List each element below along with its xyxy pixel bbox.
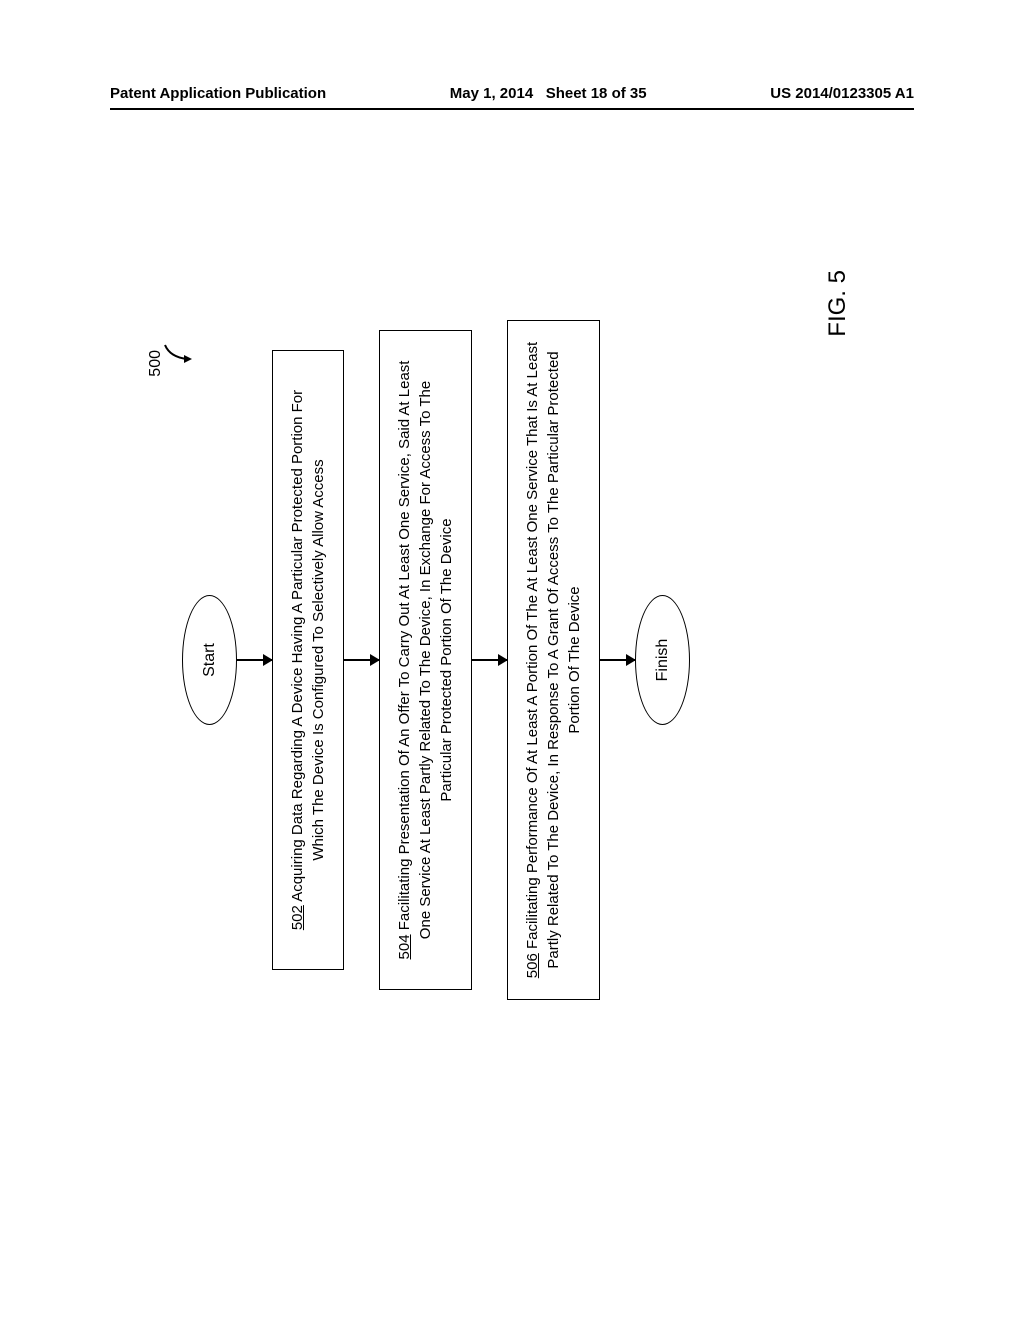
header-divider — [110, 108, 914, 110]
figure-label: FIG. 5 — [824, 270, 852, 337]
arrow-icon — [472, 659, 507, 661]
reference-arrow-icon — [162, 335, 197, 365]
arrow-icon — [600, 659, 635, 661]
header-center: May 1, 2014 Sheet 18 of 35 — [450, 85, 647, 102]
finish-terminal: Finish — [635, 595, 690, 725]
step-text: Facilitating Presentation Of An Offer To… — [396, 361, 455, 940]
step-number: 502 — [289, 905, 306, 930]
start-label: Start — [201, 643, 219, 677]
page-header: Patent Application Publication May 1, 20… — [110, 85, 914, 102]
header-left: Patent Application Publication — [110, 85, 326, 102]
step-text: Facilitating Performance Of At Least A P… — [524, 342, 583, 969]
step-number: 506 — [524, 953, 541, 978]
arrow-icon — [237, 659, 272, 661]
step-text: Acquiring Data Regarding A Device Having… — [289, 390, 327, 905]
finish-label: Finish — [654, 639, 672, 682]
flowchart: Start 502 Acquiring Data Regarding A Dev… — [182, 210, 690, 1110]
process-step-502: 502 Acquiring Data Regarding A Device Ha… — [272, 350, 344, 970]
start-terminal: Start — [182, 595, 237, 725]
step-number: 504 — [396, 934, 413, 959]
header-right: US 2014/0123305 A1 — [770, 85, 914, 102]
arrow-icon — [344, 659, 379, 661]
process-step-504: 504 Facilitating Presentation Of An Offe… — [379, 330, 472, 990]
process-step-506: 506 Facilitating Performance Of At Least… — [507, 320, 600, 1000]
figure-container: 500 Start 502 Acquiring Data Regarding A… — [162, 210, 862, 1110]
